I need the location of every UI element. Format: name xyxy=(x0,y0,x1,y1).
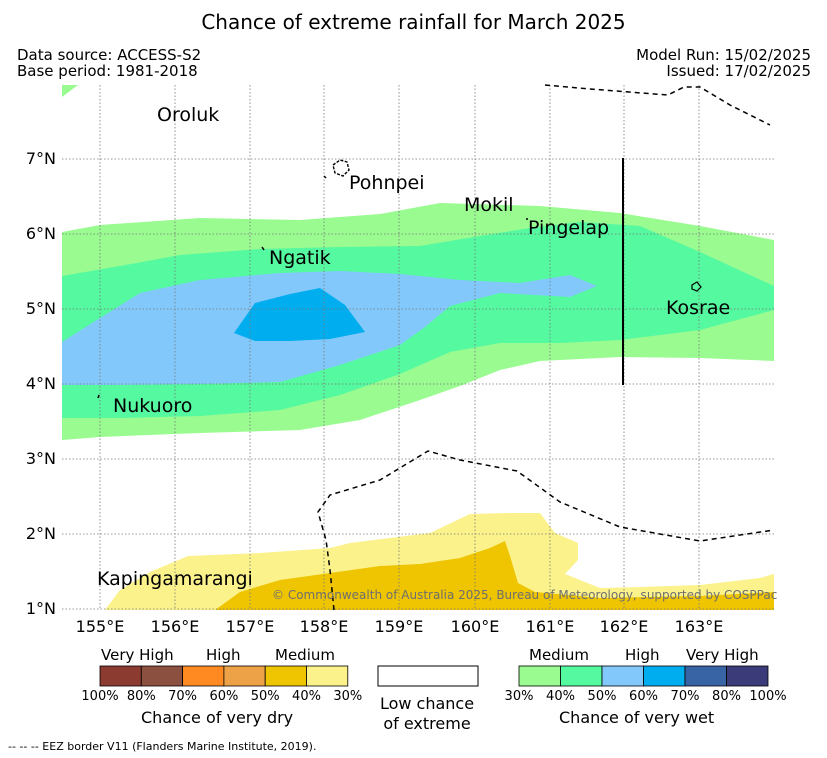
legend-percent-label: 30% xyxy=(504,689,534,704)
legend-percent-label: 80% xyxy=(712,689,741,704)
legend-swatch xyxy=(601,665,644,687)
wet-high-label: High xyxy=(625,646,660,664)
lon-tick-label: 163°E xyxy=(674,617,724,636)
dry-legend-bar xyxy=(99,665,349,687)
issued-date: Issued: 17/02/2025 xyxy=(666,62,811,80)
low-chance-swatch xyxy=(377,665,479,687)
legend-swatch xyxy=(560,665,603,687)
lat-tick-label: 4°N xyxy=(25,374,56,393)
wet-60-region xyxy=(234,288,365,341)
dry-caption: Chance of very dry xyxy=(141,708,294,727)
lat-tick-label: 6°N xyxy=(25,224,56,243)
base-period: Base period: 1981-2018 xyxy=(17,62,198,80)
lat-tick-label: 3°N xyxy=(25,449,56,468)
wet-legend-bar xyxy=(518,665,769,687)
legend-percent-label: 70% xyxy=(168,689,198,704)
legend-swatch xyxy=(182,665,225,687)
legend-percent-label: 100% xyxy=(81,689,119,704)
lon-tick-label: 161°E xyxy=(525,617,575,636)
eez-footnote: -- -- -- EEZ border V11 (Flanders Marine… xyxy=(8,740,317,753)
place-pingelap: Pingelap xyxy=(528,217,610,239)
dry-very-high-label: Very High xyxy=(101,646,174,664)
model-run: Model Run: 15/02/2025 xyxy=(636,46,811,64)
legend-percent-label: 70% xyxy=(670,689,700,704)
dry-medium-label: Medium xyxy=(275,646,335,664)
place-pohnpei: Pohnpei xyxy=(349,172,425,194)
legend-percent-label: 40% xyxy=(546,689,575,704)
grid-lines xyxy=(62,85,774,610)
low-chance-line2: of extreme xyxy=(383,714,471,733)
nukuoro-marker xyxy=(97,394,100,399)
lon-tick-label: 159°E xyxy=(374,617,424,636)
legend-percent-label: 50% xyxy=(250,689,280,704)
place-mokil: Mokil xyxy=(464,194,514,216)
data-source: Data source: ACCESS-S2 xyxy=(17,46,202,64)
copyright-notice: © Commonwealth of Australia 2025, Bureau… xyxy=(272,588,778,602)
legend-swatch xyxy=(264,665,307,687)
wet-30-corner xyxy=(62,85,78,97)
wet-medium-label: Medium xyxy=(529,646,589,664)
place-ngatik: Ngatik xyxy=(269,247,331,269)
legend-percent-label: 30% xyxy=(333,689,363,704)
lat-tick-label: 1°N xyxy=(25,599,56,618)
kosrae-island xyxy=(691,281,702,292)
legend-swatch xyxy=(223,665,266,687)
lat-tick-label: 2°N xyxy=(25,524,56,543)
wet-caption: Chance of very wet xyxy=(559,708,715,727)
lon-tick-label: 157°E xyxy=(225,617,275,636)
legend-percent-label: 100% xyxy=(749,689,787,704)
legend-percent-label: 60% xyxy=(209,689,239,704)
ngatik-marker xyxy=(261,246,265,251)
dry-high-label: High xyxy=(206,646,241,664)
lon-tick-label: 160°E xyxy=(450,617,500,636)
place-nukuoro: Nukuoro xyxy=(113,395,193,417)
legend-swatch xyxy=(726,665,769,687)
lat-tick-label: 5°N xyxy=(25,299,56,318)
lon-tick-label: 158°E xyxy=(299,617,349,636)
pohnpei-island xyxy=(332,159,350,177)
legend-percent-label: 40% xyxy=(292,689,321,704)
lon-tick-label: 162°E xyxy=(599,617,649,636)
eez-border xyxy=(317,84,775,611)
legend-percent-label: 50% xyxy=(587,689,617,704)
lon-tick-label: 156°E xyxy=(150,617,200,636)
pohnpei-marker xyxy=(323,175,327,179)
legend-percent-label: 60% xyxy=(629,689,658,704)
legend-percent-label: 80% xyxy=(126,689,156,704)
wet-very-high-label: Very High xyxy=(686,646,759,664)
low-chance-line1: Low chance xyxy=(379,694,475,713)
legend-swatch xyxy=(306,665,349,687)
map-title: Chance of extreme rainfall for March 202… xyxy=(201,10,626,34)
lon-tick-label: 155°E xyxy=(75,617,125,636)
lat-tick-label: 7°N xyxy=(25,149,56,168)
dry-50-region xyxy=(215,541,774,610)
place-kosrae: Kosrae xyxy=(666,297,731,319)
legend-swatch xyxy=(643,665,686,687)
legend-swatch xyxy=(140,665,184,687)
legend-swatch xyxy=(684,665,727,687)
place-kapingamarangi: Kapingamarangi xyxy=(97,568,253,590)
place-oroluk: Oroluk xyxy=(157,104,220,126)
legend-swatch xyxy=(99,665,142,687)
legend-swatch xyxy=(518,665,561,687)
